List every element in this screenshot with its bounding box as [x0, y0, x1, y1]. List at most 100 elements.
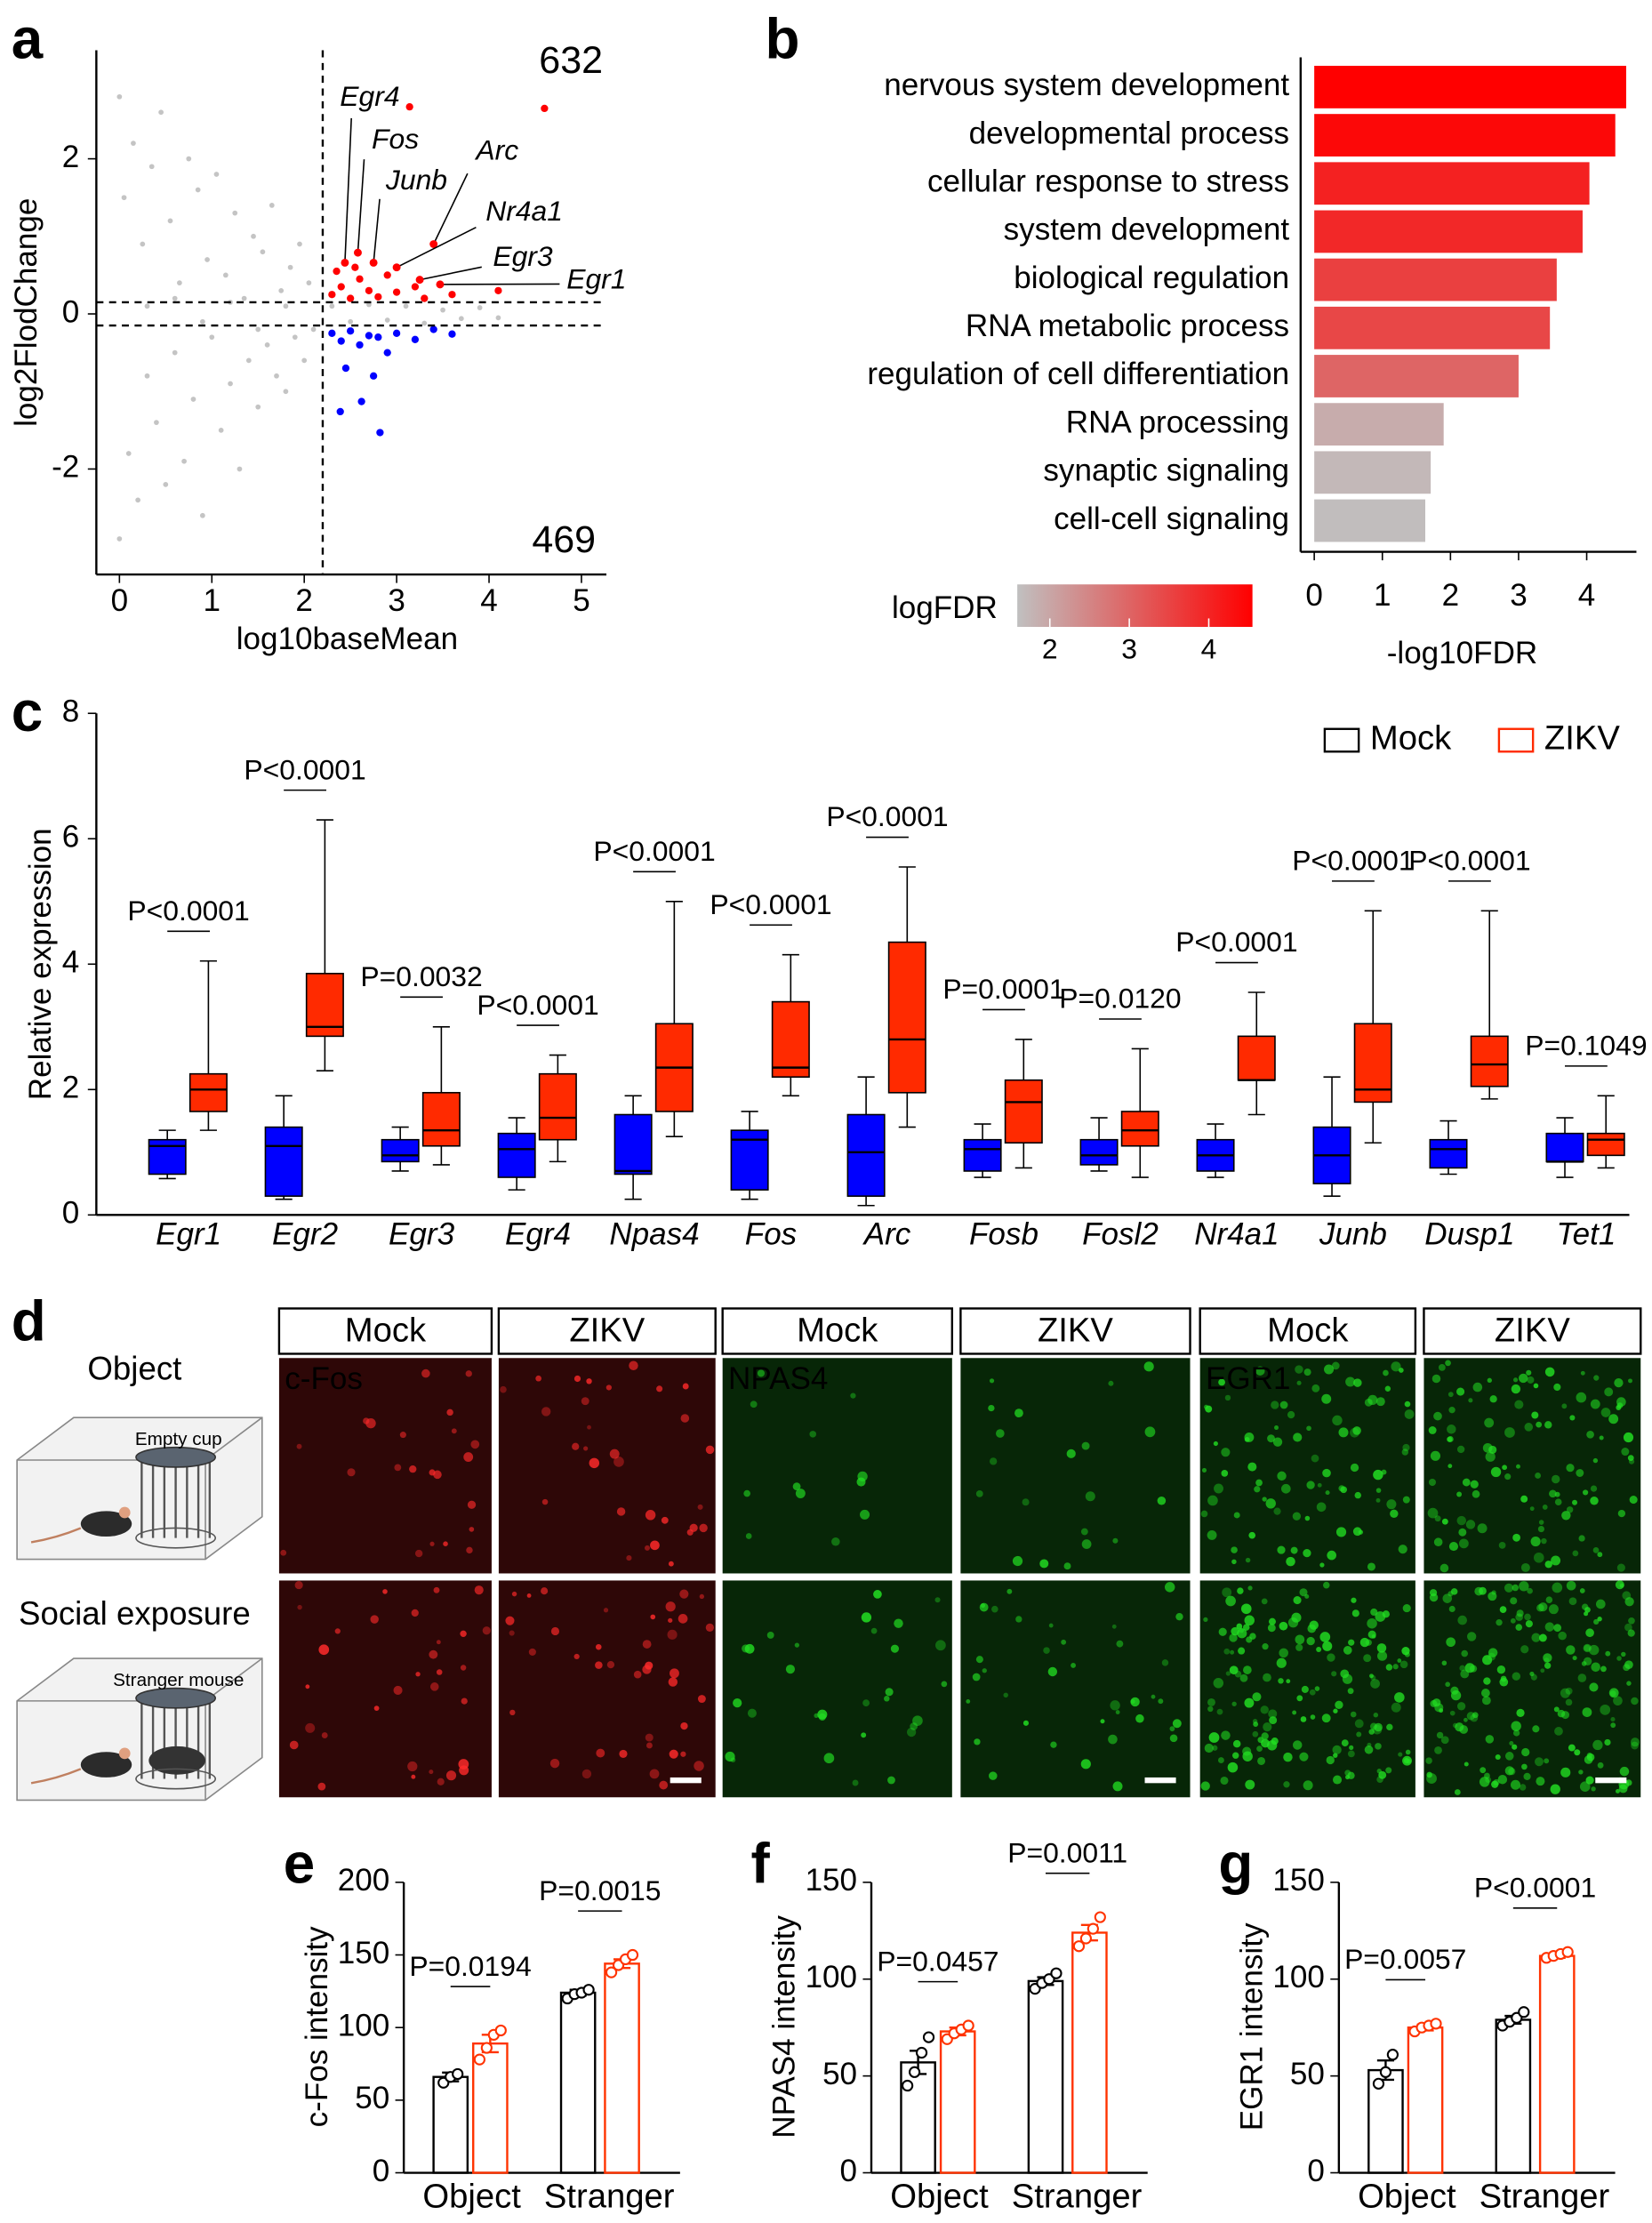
cell-nucleus	[1301, 1685, 1309, 1693]
cage-base	[135, 1768, 217, 1790]
cell-nucleus	[1488, 1648, 1498, 1657]
cell-nucleus	[1631, 1741, 1639, 1750]
cell-nucleus	[1363, 1654, 1372, 1663]
data-point	[172, 349, 178, 356]
cell-nucleus	[1376, 1643, 1387, 1653]
cell-nucleus	[616, 1507, 626, 1516]
label-leader	[357, 159, 365, 253]
cell-nucleus	[1531, 1411, 1539, 1419]
cell-nucleus	[1515, 1624, 1523, 1631]
cell-nucleus	[1484, 1772, 1490, 1779]
category-label: Fos	[745, 1216, 797, 1251]
cell-nucleus	[860, 1509, 870, 1520]
cell-nucleus	[1066, 1449, 1076, 1458]
cell-nucleus	[1585, 1628, 1594, 1638]
cell-nucleus	[613, 1456, 624, 1467]
cell-nucleus	[1404, 1400, 1411, 1408]
data-point	[269, 203, 275, 208]
cell-nucleus	[1263, 1673, 1271, 1682]
cell-nucleus	[1434, 1515, 1441, 1522]
cell-nucleus	[1599, 1435, 1604, 1441]
cell-nucleus	[1207, 1529, 1217, 1540]
cell-nucleus	[1605, 1650, 1611, 1657]
cell-nucleus	[1629, 1496, 1638, 1505]
cell-nucleus	[1548, 1604, 1559, 1615]
cell-nucleus	[817, 1709, 828, 1720]
cell-nucleus	[1085, 1491, 1095, 1502]
data-point	[376, 429, 384, 437]
data-point	[384, 317, 390, 323]
cell-nucleus	[650, 1540, 660, 1551]
cell-nucleus	[935, 1640, 946, 1651]
category-label: Fosb	[969, 1216, 1039, 1251]
bar	[1407, 2026, 1444, 2174]
cell-nucleus	[1576, 1469, 1584, 1477]
cell-nucleus	[1237, 1628, 1247, 1639]
data-point	[477, 305, 483, 310]
x-axis-label: log10baseMean	[237, 622, 458, 656]
column-header-box	[1199, 1307, 1417, 1355]
cell-nucleus	[1309, 1620, 1319, 1630]
test-mouse	[80, 1752, 132, 1778]
p-value: P=0.0057	[1344, 1943, 1466, 1975]
cell-nucleus	[742, 1644, 750, 1653]
cell-nucleus	[1080, 1528, 1088, 1536]
data-point	[365, 332, 373, 340]
cell-nucleus	[460, 1630, 467, 1638]
cell-nucleus	[1572, 1550, 1579, 1557]
x-axis-label: -log10FDR	[1387, 636, 1537, 670]
cell-nucleus	[1456, 1491, 1463, 1497]
cell-nucleus	[1592, 1546, 1600, 1553]
cell-nucleus	[862, 1699, 870, 1707]
cell-nucleus	[1504, 1473, 1512, 1481]
bar	[1027, 1979, 1064, 2174]
cell-nucleus	[1244, 1432, 1255, 1442]
cell-nucleus	[1510, 1617, 1516, 1624]
cell-nucleus	[1554, 1498, 1562, 1506]
cell-nucleus	[1565, 1687, 1573, 1695]
cell-nucleus	[1255, 1366, 1265, 1376]
cell-nucleus	[1244, 1615, 1255, 1626]
cell-nucleus	[809, 1431, 817, 1438]
cell-nucleus	[321, 1732, 328, 1738]
cell-nucleus	[831, 1537, 840, 1546]
cell-nucleus	[645, 1510, 656, 1521]
cell-nucleus	[1627, 1629, 1635, 1637]
data-point	[1518, 2006, 1530, 2018]
data-point	[328, 329, 336, 337]
cell-nucleus	[1516, 1464, 1520, 1469]
cell-nucleus	[1252, 1692, 1262, 1702]
category-label: developmental process	[969, 116, 1289, 150]
category-label: Dusp1	[1424, 1216, 1514, 1251]
data-point	[274, 373, 279, 379]
bar	[900, 2061, 936, 2174]
cell-nucleus	[1484, 1417, 1495, 1428]
data-point	[255, 404, 261, 410]
data-point	[480, 2042, 493, 2054]
cell-nucleus	[1434, 1745, 1442, 1754]
cell-nucleus	[1583, 1643, 1592, 1653]
cell-nucleus	[1350, 1711, 1357, 1718]
cell-nucleus	[1529, 1671, 1535, 1677]
cell-nucleus	[1468, 1398, 1473, 1403]
cell-nucleus	[975, 1489, 983, 1497]
cell-nucleus	[1572, 1499, 1578, 1505]
cell-nucleus	[1112, 1537, 1119, 1544]
cell-nucleus	[1545, 1596, 1553, 1603]
legend-swatch	[1323, 727, 1360, 753]
cell-nucleus	[1533, 1383, 1539, 1389]
cell-nucleus	[1268, 1617, 1276, 1625]
column-header-box	[721, 1307, 954, 1355]
cell-nucleus	[1536, 1777, 1545, 1786]
data-point	[264, 342, 270, 348]
cell-nucleus	[1343, 1646, 1352, 1655]
gene-label: Junb	[385, 164, 447, 196]
cell-nucleus	[1608, 1414, 1619, 1424]
y-axis-label: log2FlodChange	[9, 198, 44, 427]
cell-nucleus	[1299, 1588, 1308, 1597]
cell-nucleus	[1544, 1662, 1552, 1669]
data-point	[278, 287, 285, 293]
cell-nucleus	[583, 1446, 589, 1451]
box	[264, 1126, 303, 1197]
cell-nucleus	[1390, 1509, 1399, 1519]
